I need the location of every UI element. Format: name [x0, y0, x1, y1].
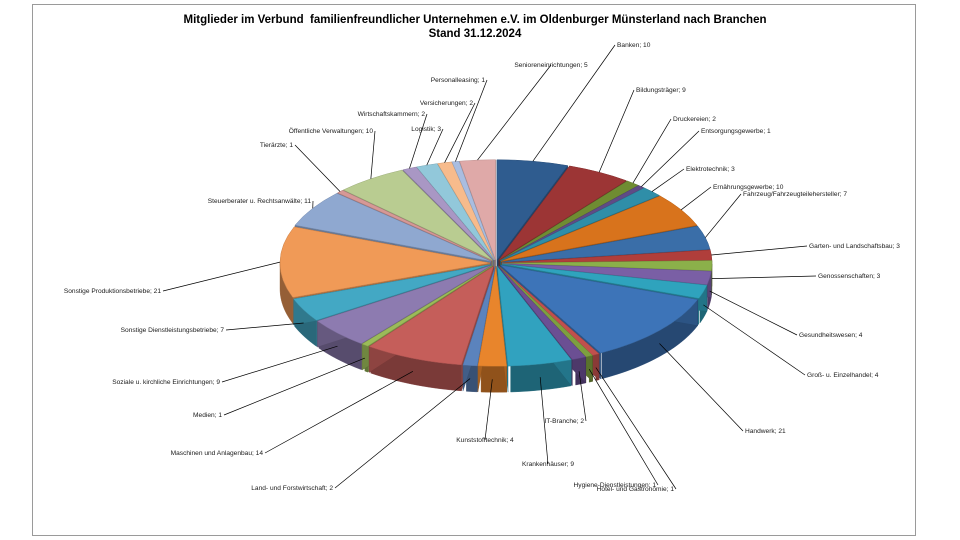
pie-slice	[316, 265, 492, 344]
leader-line	[370, 130, 376, 179]
leader-line	[709, 290, 798, 336]
leader-line	[444, 102, 476, 163]
leader-line	[595, 367, 677, 490]
leader-line	[659, 343, 744, 432]
pie-slice	[501, 225, 711, 263]
pie-slice	[498, 165, 627, 261]
data-label: Versicherungen; 2	[420, 100, 473, 107]
data-label: Kunststofftechnik; 4	[456, 437, 514, 444]
pie-slice	[451, 160, 496, 260]
pie-slice-side	[480, 365, 507, 393]
leader-line	[598, 89, 635, 173]
data-label: Hotel- und Gastronomie; 1	[597, 486, 675, 493]
data-label: Genossenschaften; 3	[818, 273, 881, 280]
data-label: Öffentliche Verwaltungen; 10	[289, 127, 374, 135]
leader-line	[162, 261, 281, 292]
pie-tops	[279, 159, 713, 367]
data-label: Krankenhäuser; 9	[522, 461, 574, 468]
data-label: Medien; 1	[193, 412, 222, 419]
data-label: Druckereien; 2	[673, 116, 716, 123]
data-label: Groß- u. Einzelhandel; 4	[807, 372, 879, 379]
pie-slice	[498, 265, 587, 360]
leader-line	[484, 379, 493, 441]
leader-line	[680, 186, 712, 211]
data-label: Land- und Forstwirtschaft; 2	[251, 485, 333, 492]
data-label: Ernährungsgewerbe; 10	[713, 184, 784, 191]
data-label: Senioreneinrichtungen; 5	[514, 62, 588, 69]
data-label: Hygiene-Dienstleistungen; 1	[574, 482, 657, 489]
data-label: Sonstige Produktionsbetriebe; 21	[64, 288, 161, 295]
leader-line	[705, 193, 742, 238]
data-label: Tierärzte; 1	[260, 142, 293, 149]
leader-line	[539, 377, 549, 465]
leader-line	[588, 369, 659, 486]
pie-slice	[499, 264, 699, 354]
data-label: Fahrzeug/Fahrzeugteilehersteller; 7	[743, 191, 847, 198]
pie-labels: Banken; 10 Bildungsträger; 9 Druckereien; …	[64, 42, 900, 493]
pie-slice	[501, 263, 712, 286]
pie-slice	[501, 260, 713, 272]
pie-slice	[294, 193, 492, 262]
pie-chart: Banken; 10 Bildungsträger; 9 Druckereien; …	[64, 42, 900, 493]
pie-slice	[496, 265, 572, 367]
chart-title: Mitglieder im Verbund familienfreundlich…	[183, 14, 767, 26]
leader-line	[225, 322, 304, 331]
data-label: Steuerberater u. Rechtsanwälte; 11	[208, 198, 312, 205]
pie-slice	[293, 264, 491, 321]
pie-slice	[501, 249, 713, 263]
leader-line	[264, 371, 414, 454]
leader-line	[477, 64, 552, 161]
pie-slice	[501, 263, 708, 299]
data-label: Gesundheitswesen; 4	[799, 332, 863, 339]
pie-slice	[416, 163, 495, 261]
pie-slice	[496, 159, 569, 261]
leader-line	[223, 357, 366, 416]
data-label: Logistik; 3	[411, 126, 441, 133]
leader-line	[578, 371, 587, 422]
pie-slice	[361, 265, 493, 347]
leader-line	[703, 304, 806, 376]
chart-frame: Mitglieder im Verbund familienfreundlich…	[32, 4, 916, 536]
data-label: Elektrotechnik; 3	[686, 166, 735, 173]
pie-slice	[279, 226, 491, 298]
leader-line	[409, 113, 428, 169]
data-label: Garten- und Landschaftsbau; 3	[809, 243, 900, 250]
pie-slice	[336, 190, 492, 261]
leader-line	[641, 130, 700, 187]
data-label: Entsorgungsgewerbe; 1	[701, 128, 771, 135]
data-label: Bildungsträger; 9	[636, 87, 686, 94]
chart-subtitle: Stand 31.12.2024	[428, 28, 522, 40]
chart-title-block: Mitglieder im Verbund familienfreundlich…	[33, 13, 917, 41]
pie-slice	[498, 265, 593, 358]
leader-line	[532, 44, 616, 162]
data-label: IT-Branche; 2	[544, 418, 584, 425]
pie-slice	[477, 266, 507, 367]
leader-line	[632, 118, 672, 184]
data-label: Personalleasing; 1	[431, 77, 486, 84]
pie-slice	[368, 265, 495, 366]
data-label: Maschinen und Anlagenbau; 14	[171, 450, 264, 457]
leader-line	[426, 128, 444, 166]
data-label: Soziale u. kirchliche Einrichtungen; 9	[112, 379, 220, 386]
data-label: Wirtschaftskammern; 2	[358, 111, 426, 118]
leader-line	[711, 245, 808, 256]
pie-slice	[402, 166, 494, 261]
data-label: Banken; 10	[617, 42, 651, 49]
leader-line	[455, 79, 488, 162]
data-label: Sonstige Dienstleistungsbetriebe; 7	[121, 327, 225, 334]
leader-line	[334, 378, 471, 489]
pie-slice	[462, 266, 496, 367]
leader-line	[711, 275, 817, 280]
leader-line	[294, 144, 341, 192]
leader-line	[221, 345, 338, 383]
data-label: Handwerk; 21	[745, 428, 786, 435]
leader-line	[651, 168, 685, 192]
